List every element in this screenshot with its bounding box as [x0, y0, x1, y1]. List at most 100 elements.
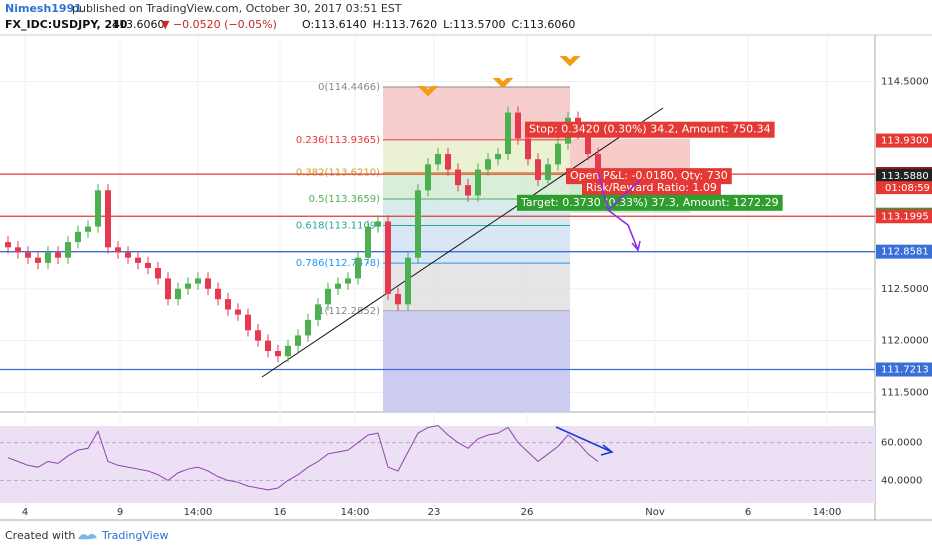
candle-body [275, 350, 281, 357]
annotation-arrow [492, 78, 514, 89]
x-tick-label: 14:00 [813, 507, 842, 518]
rsi-arrow [555, 426, 614, 456]
annotation-arrow [559, 56, 581, 67]
candle-body [375, 221, 381, 227]
fib-label: 0.618(113.1109) [296, 220, 380, 231]
candle-body [55, 252, 61, 258]
candle-body [155, 268, 161, 279]
candle-body [475, 169, 481, 196]
ohlc: O:113.6140 [302, 18, 367, 31]
candle-body [555, 143, 561, 165]
fib-extension [383, 311, 570, 412]
candle-body [445, 154, 451, 170]
candle-body [95, 190, 101, 227]
rsi-tick-label: 60.0000 [881, 438, 922, 449]
price-tag-label: 113.1995 [881, 211, 929, 222]
x-tick-label: 26 [521, 507, 534, 518]
rsi-line [7, 425, 599, 491]
fib-band [383, 139, 570, 173]
candle-body [105, 190, 111, 248]
candle-body [305, 319, 311, 336]
candle-body [85, 226, 91, 232]
price-tag [876, 169, 932, 184]
candle-body [255, 330, 261, 341]
candle-body [405, 257, 411, 305]
candle-body [175, 288, 181, 300]
ohlc: H:113.7620 [373, 18, 437, 31]
x-tick-label: 6 [745, 507, 751, 518]
y-tick-label: 114.5000 [881, 76, 929, 87]
y-tick-label: 111.5000 [881, 387, 929, 398]
candle-body [585, 133, 591, 155]
price-tag-label: 113.5880 [881, 171, 929, 182]
candle-body [45, 252, 51, 263]
footer-text: Created with [5, 529, 75, 542]
candle-body [425, 164, 431, 191]
x-tick-label: 9 [117, 507, 123, 518]
candle-body [185, 283, 191, 289]
y-tick-label: 112.0000 [881, 336, 929, 347]
candle-body [315, 304, 321, 320]
candle-body [225, 299, 231, 310]
author[interactable]: Nimesh1991 [5, 2, 82, 15]
candle-body [595, 154, 601, 173]
candle-body [235, 309, 241, 315]
trendline [261, 107, 664, 378]
position-label: Target: 0.3730 (0.33%) 37.3, Amount: 127… [520, 196, 779, 209]
price-tag [876, 362, 932, 377]
candle-body [435, 154, 441, 165]
candle-body [215, 288, 221, 300]
candle-body [395, 293, 401, 305]
price-tag-label: 113.9300 [881, 136, 929, 147]
position-label: Risk/Reward Ratio: 1.09 [586, 181, 717, 194]
candle-body [385, 221, 391, 294]
y-tick-label: 112.5000 [881, 284, 929, 295]
symbol: FX_IDC:USDJPY, 240 [5, 18, 128, 31]
candle-body [205, 278, 211, 289]
label-bg [582, 180, 721, 197]
candle-body [355, 257, 361, 279]
forecast-arrow [597, 171, 641, 252]
candle-body [495, 154, 501, 160]
candle-body [25, 252, 31, 258]
candle-body [335, 283, 341, 289]
x-tick-label: 14:00 [341, 507, 370, 518]
candle-body [465, 185, 471, 196]
candle-body [525, 138, 531, 160]
fib-label: 0.236(113.9365) [296, 135, 380, 146]
candle-body [415, 190, 421, 258]
x-tick-label: 4 [22, 507, 28, 518]
label-bg [517, 194, 783, 211]
change: ▼ −0.0520 (−0.05%) [161, 18, 277, 31]
candle-body [535, 159, 541, 180]
candle-body [295, 335, 301, 346]
fib-band [383, 263, 570, 312]
label-bg [525, 121, 775, 138]
fib-label: 0.382(113.6210) [296, 168, 380, 179]
candle-body [515, 112, 521, 139]
rsi-tick-label: 40.0000 [881, 475, 922, 486]
last: 113.6060 [112, 18, 165, 31]
x-tick-label: Nov [645, 507, 665, 518]
position-label: Open P&L: -0.0180, Qty: 730 [570, 169, 728, 182]
published: published on TradingView.com, October 30… [72, 2, 402, 15]
candle-body [135, 257, 141, 263]
candle-body [115, 247, 121, 253]
candle-body [455, 169, 461, 186]
fib-label: 0(114.4466) [318, 82, 380, 93]
price-tag [876, 244, 932, 259]
fib-band [383, 225, 570, 264]
x-tick-label: 16 [274, 507, 287, 518]
candle-body [545, 164, 551, 180]
x-tick-label: 23 [428, 507, 441, 518]
candle-body [265, 340, 271, 351]
candle-body [365, 226, 371, 258]
candle-body [245, 314, 251, 331]
logo [78, 533, 97, 540]
candle-body [65, 242, 71, 258]
footer-brand[interactable]: TradingView [101, 529, 168, 542]
fib-label: 0.5(113.3659) [309, 194, 381, 205]
candle-body [165, 278, 171, 300]
fib-label: 0.786(112.7478) [296, 258, 380, 269]
